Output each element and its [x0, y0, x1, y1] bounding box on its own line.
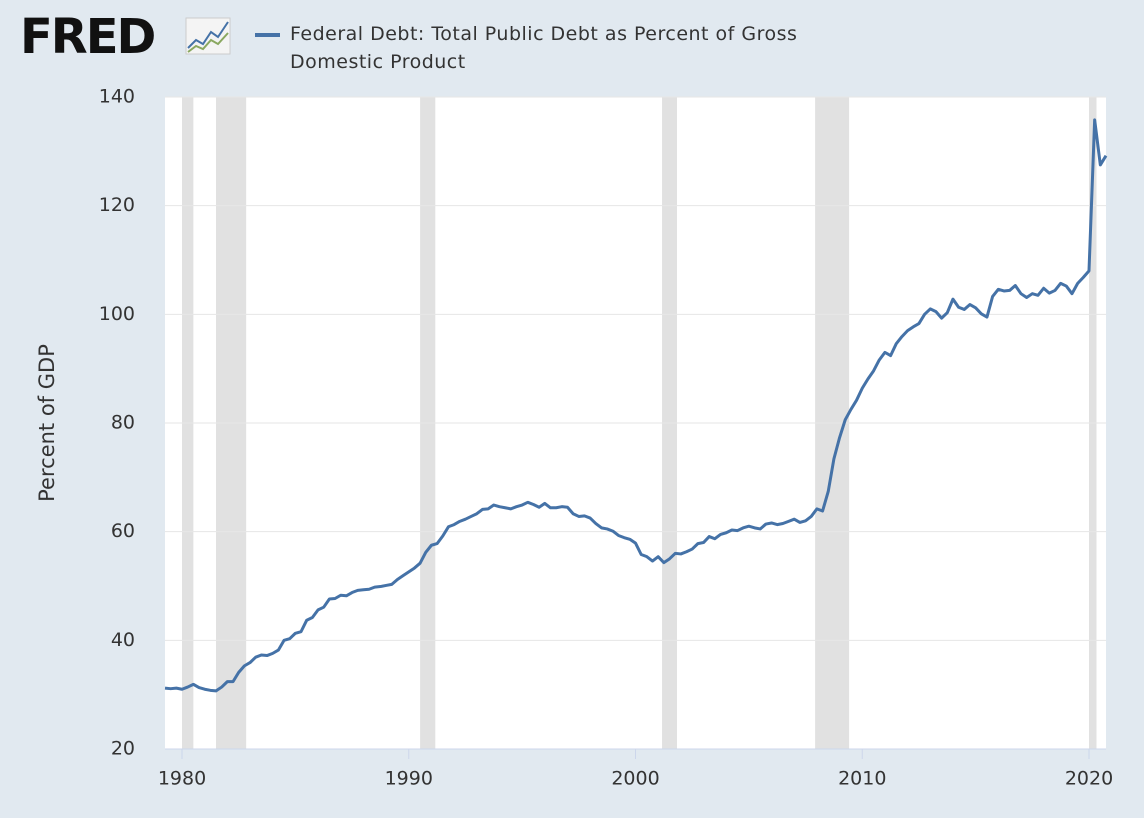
y-tick-label: 100	[99, 303, 135, 325]
x-tick-label: 1990	[385, 768, 433, 790]
logo-icon	[185, 17, 231, 55]
data-line	[164, 118, 1108, 693]
y-tick-label: 120	[99, 194, 135, 216]
y-tick-label: 40	[111, 629, 135, 651]
y-tick-label: 80	[111, 412, 135, 434]
logo: FRED	[20, 9, 155, 65]
legend-box: Federal Debt: Total Public Debt as Perce…	[290, 23, 798, 73]
y-tick-label: 60	[111, 520, 135, 542]
x-tick-label: 1980	[158, 768, 206, 790]
y-axis-label: Percent of GDP	[35, 344, 59, 502]
y-tick-label: 20	[111, 738, 135, 760]
legend-label: Federal Debt: Total Public Debt as Perce…	[290, 23, 798, 73]
y-tick-label: 140	[99, 86, 135, 108]
x-tick-label: 2010	[838, 768, 886, 790]
x-tick-label: 2020	[1065, 768, 1113, 790]
x-tick-label: 2000	[611, 768, 659, 790]
